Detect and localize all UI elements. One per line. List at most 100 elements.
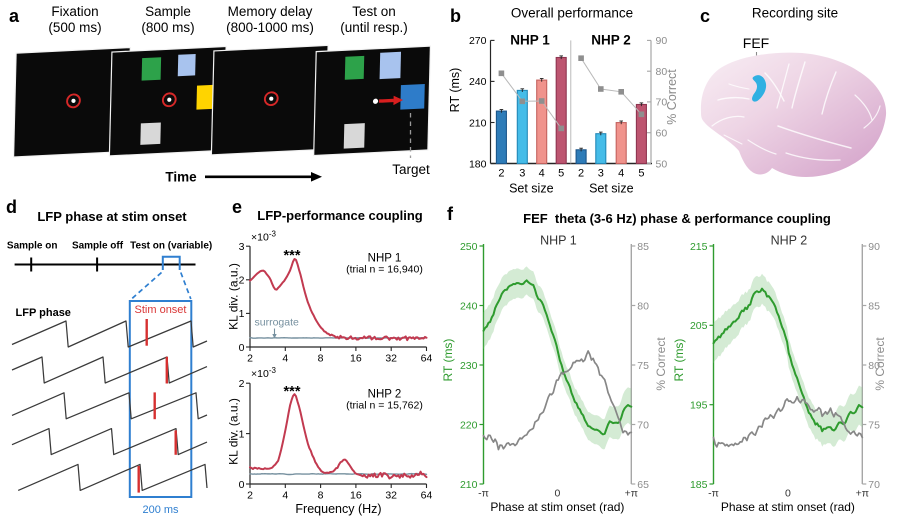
svg-text:Set size: Set size	[589, 182, 634, 196]
svg-text:% Correct: % Correct	[873, 337, 887, 391]
svg-text:LFP phase at stim onset: LFP phase at stim onset	[37, 209, 187, 224]
svg-text:90: 90	[868, 241, 880, 253]
svg-text:FEF: FEF	[743, 35, 769, 51]
svg-text:5: 5	[558, 168, 564, 180]
svg-text:64: 64	[421, 353, 433, 365]
svg-text:85: 85	[868, 300, 880, 312]
svg-text:Test on (variable): Test on (variable)	[130, 241, 212, 252]
svg-text:(trial n = 16,940): (trial n = 16,940)	[346, 264, 423, 276]
svg-text:240: 240	[460, 300, 478, 312]
svg-text:Stim onset: Stim onset	[135, 304, 187, 316]
svg-text:RT (ms): RT (ms)	[672, 339, 686, 382]
svg-text:NHP 1: NHP 1	[510, 33, 550, 48]
svg-text:d: d	[6, 197, 17, 217]
svg-text:FEF theta (3-6 Hz) phase & pe: FEF theta (3-6 Hz) phase & performance c…	[523, 211, 831, 226]
svg-text:75: 75	[868, 419, 880, 431]
svg-text:(until resp.): (until resp.)	[340, 20, 408, 35]
svg-text:80: 80	[637, 300, 649, 312]
svg-text:LFP phase: LFP phase	[16, 307, 71, 319]
svg-text:205: 205	[690, 320, 708, 332]
svg-text:3: 3	[598, 168, 604, 180]
svg-text:***: ***	[284, 248, 301, 264]
svg-text:90: 90	[656, 35, 668, 47]
svg-text:64: 64	[421, 490, 433, 502]
svg-text:Fixation: Fixation	[51, 4, 98, 19]
svg-text:% Correct: % Correct	[654, 337, 668, 391]
svg-text:Overall performance: Overall performance	[511, 6, 633, 21]
svg-text:% Correct: % Correct	[665, 69, 679, 125]
svg-text:3: 3	[239, 241, 245, 253]
svg-text:(500 ms): (500 ms)	[48, 20, 101, 35]
svg-text:70: 70	[637, 419, 649, 431]
svg-text:230: 230	[460, 360, 478, 372]
svg-text:Sample: Sample	[145, 4, 191, 19]
svg-text:Phase at stim onset (rad): Phase at stim onset (rad)	[721, 500, 855, 514]
svg-text:Phase at stim onset (rad): Phase at stim onset (rad)	[490, 500, 624, 514]
svg-text:***: ***	[284, 384, 301, 400]
svg-text:NHP 2: NHP 2	[368, 389, 402, 401]
svg-text:0: 0	[785, 488, 791, 500]
svg-text:NHP 1: NHP 1	[368, 253, 402, 265]
svg-text:240: 240	[469, 76, 487, 88]
svg-text:3: 3	[519, 168, 525, 180]
svg-text:8: 8	[318, 353, 324, 365]
svg-text:(trial n = 15,762): (trial n = 15,762)	[346, 400, 423, 412]
svg-text:NHP 1: NHP 1	[540, 234, 577, 248]
svg-text:210: 210	[460, 479, 478, 491]
svg-text:0: 0	[239, 479, 245, 491]
svg-text:Recording site: Recording site	[752, 6, 838, 21]
svg-text:4: 4	[618, 168, 624, 180]
svg-text:KL div. (a.u.): KL div. (a.u.)	[227, 398, 241, 465]
svg-text:Time: Time	[165, 170, 197, 185]
svg-text:LFP-performance coupling: LFP-performance coupling	[257, 208, 422, 223]
svg-text:210: 210	[469, 117, 487, 129]
svg-text:2: 2	[239, 275, 245, 287]
svg-text:80: 80	[868, 360, 880, 372]
svg-text:5: 5	[638, 168, 644, 180]
svg-text:180: 180	[469, 158, 487, 170]
svg-text:(800-1000 ms): (800-1000 ms)	[226, 20, 314, 35]
svg-text:Set size: Set size	[509, 182, 554, 196]
svg-text:a: a	[9, 6, 20, 26]
svg-text:200 ms: 200 ms	[142, 504, 179, 516]
svg-text:270: 270	[469, 35, 487, 47]
svg-text:KL div. (a.u.): KL div. (a.u.)	[227, 263, 241, 330]
svg-text:4: 4	[282, 490, 288, 502]
svg-text:e: e	[232, 197, 242, 217]
svg-text:-π: -π	[478, 488, 489, 500]
svg-text:2: 2	[578, 168, 584, 180]
svg-text:70: 70	[868, 479, 880, 491]
svg-text:NHP 2: NHP 2	[771, 234, 808, 248]
svg-text:(800 ms): (800 ms)	[141, 20, 194, 35]
svg-text:32: 32	[385, 490, 397, 502]
svg-text:195: 195	[690, 400, 708, 412]
svg-text:c: c	[700, 6, 710, 26]
svg-text:2: 2	[239, 378, 245, 390]
svg-text:250: 250	[460, 241, 478, 253]
svg-text:80: 80	[656, 66, 668, 78]
svg-text:220: 220	[460, 419, 478, 431]
svg-text:NHP 2: NHP 2	[591, 33, 631, 48]
svg-text:-π: -π	[708, 488, 719, 500]
svg-text:16: 16	[350, 490, 362, 502]
svg-text:Memory delay: Memory delay	[228, 4, 313, 19]
svg-text:Target: Target	[392, 162, 430, 177]
svg-text:4: 4	[282, 353, 288, 365]
svg-text:75: 75	[637, 360, 649, 372]
svg-text:surrogate: surrogate	[255, 317, 300, 329]
svg-text:4: 4	[539, 168, 545, 180]
svg-text:f: f	[447, 204, 454, 224]
svg-text:1: 1	[239, 308, 245, 320]
svg-text:2: 2	[247, 490, 253, 502]
svg-text:Sample off: Sample off	[72, 241, 124, 252]
svg-text:0: 0	[239, 342, 245, 354]
svg-text:65: 65	[637, 479, 649, 491]
svg-text:70: 70	[656, 97, 668, 109]
svg-text:85: 85	[637, 241, 649, 253]
svg-text:b: b	[450, 6, 461, 26]
svg-text:8: 8	[318, 490, 324, 502]
svg-text:Test on: Test on	[352, 4, 396, 19]
svg-text:185: 185	[690, 479, 708, 491]
svg-text:50: 50	[656, 158, 668, 170]
svg-text:RT (ms): RT (ms)	[448, 68, 462, 113]
